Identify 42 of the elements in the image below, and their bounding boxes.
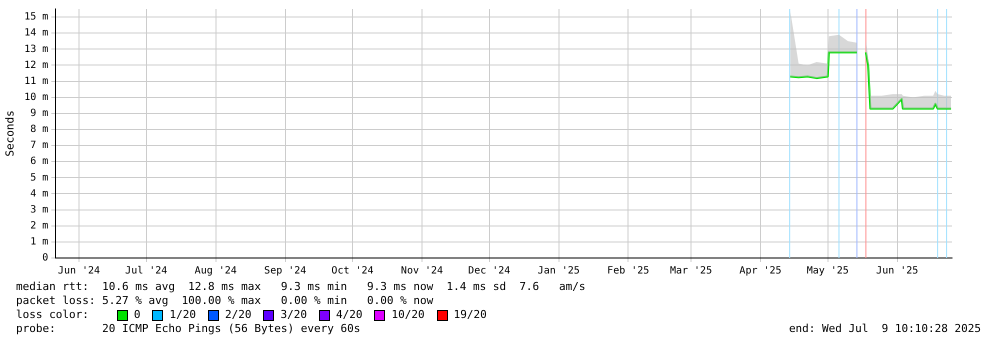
x-tick-label: Oct '24 <box>331 266 374 277</box>
y-tick-label: 0 <box>42 252 48 264</box>
legend-label: 19/20 <box>454 308 487 322</box>
x-tick-label: Dec '24 <box>468 266 510 277</box>
y-tick-label: 6 m <box>30 156 48 168</box>
y-axis-title: Seconds <box>3 110 16 157</box>
legend-title: loss color: <box>16 308 89 322</box>
text: packet loss: 5.27 % avg 100.00 % max 0.00 % min 0.00 % now <box>15 294 434 308</box>
y-tick-label: 1 m <box>30 236 48 248</box>
x-tick-label: Jan '25 <box>538 266 580 277</box>
x-tick-label: May '25 <box>806 266 849 277</box>
text: median rtt: 10.6 ms avg 12.8 ms max 9.3 ms min 9.3 ms now 1.4 ms sd 7.6 am/s <box>15 280 587 294</box>
x-tick-label: Aug '24 <box>194 266 237 277</box>
y-tick-label: 13 m <box>24 44 48 55</box>
y-tick-label: 14 m <box>24 28 48 39</box>
y-tick-label: 12 m <box>24 60 48 71</box>
legend-label: 1/20 <box>169 308 196 322</box>
x-tick-label: Jun '24 <box>58 266 100 277</box>
y-tick-label: 9 m <box>30 108 48 120</box>
legend-label: 4/20 <box>336 308 362 322</box>
y-tick-label: 8 m <box>30 124 48 136</box>
y-tick-label: 5 m <box>30 172 48 184</box>
x-tick-label: Nov '24 <box>400 266 444 277</box>
text: end: Wed Jul 9 10:10:28 2025 <box>788 322 981 336</box>
y-tick-label: 7 m <box>30 140 48 152</box>
x-tick-label: Sep '24 <box>264 266 306 277</box>
x-tick-label: Apr '25 <box>739 266 782 277</box>
y-tick-label: 2 m <box>30 220 48 232</box>
y-tick-label: 15 m <box>24 12 48 23</box>
legend-label: 0 <box>134 308 140 322</box>
text: probe: 20 ICMP Echo Pings (56 Bytes) every 60s <box>16 322 360 336</box>
x-tick-label: Mar '25 <box>670 266 712 277</box>
x-tick-label: Jul '24 <box>125 266 168 277</box>
y-tick-label: 10 m <box>24 92 48 103</box>
legend-label: 2/20 <box>224 308 252 322</box>
y-tick-label: 3 m <box>30 204 48 216</box>
y-tick-label: 4 m <box>30 188 48 200</box>
legend-label: 10/20 <box>391 308 425 322</box>
y-tick-label: 11 m <box>24 76 48 87</box>
legend-label: 3/20 <box>280 308 307 322</box>
x-tick-label: Jun '25 <box>876 266 918 277</box>
x-tick-label: Feb '25 <box>607 266 650 277</box>
